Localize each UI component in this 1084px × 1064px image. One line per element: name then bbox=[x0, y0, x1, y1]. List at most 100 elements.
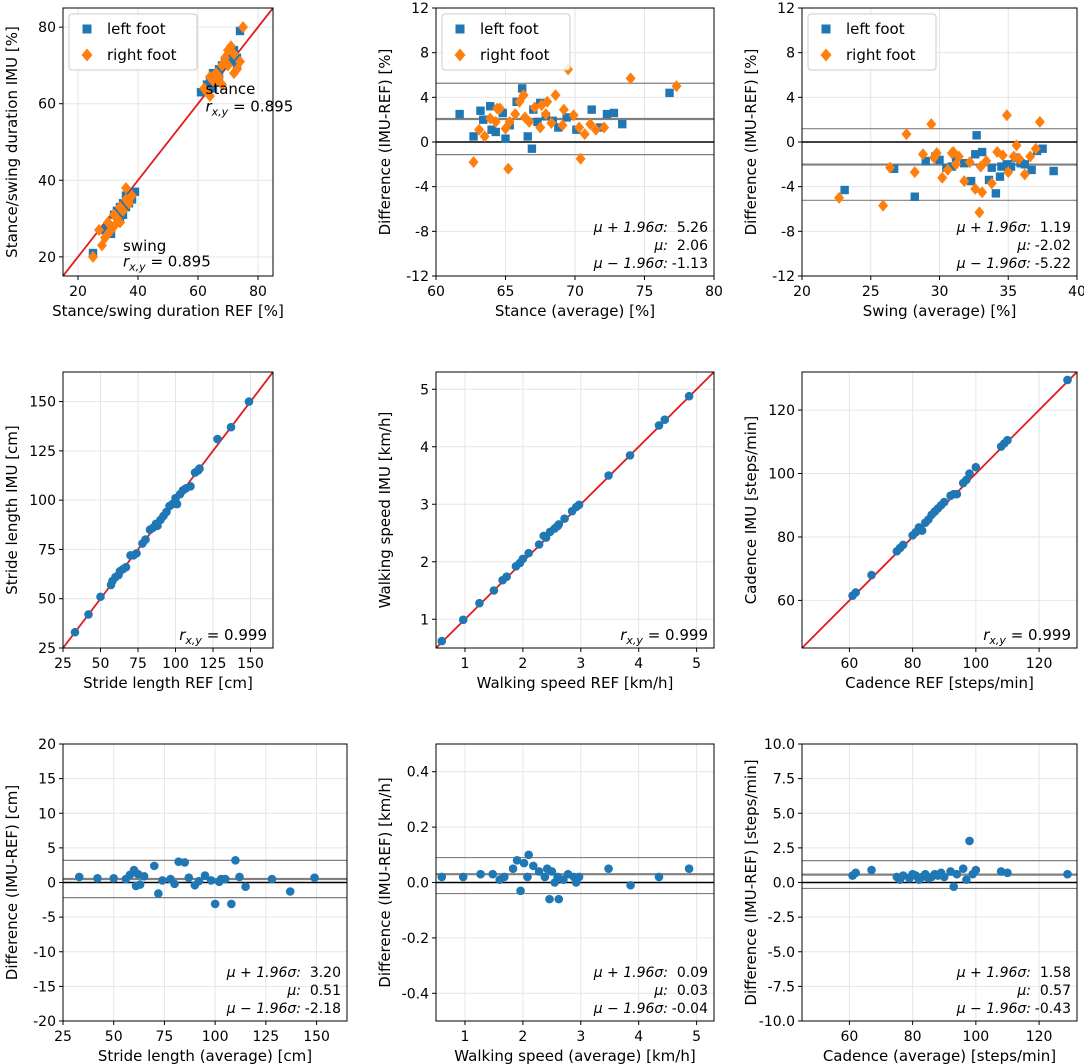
data-point bbox=[553, 521, 562, 531]
x-tick-label: 5 bbox=[692, 1029, 701, 1045]
x-axis-label: Cadence REF [steps/min] bbox=[845, 674, 1034, 692]
y-tick-label: 8 bbox=[786, 46, 795, 62]
data-point bbox=[241, 882, 250, 891]
data-point-diamond bbox=[510, 108, 521, 121]
y-tick-label: 4 bbox=[786, 90, 795, 106]
data-point bbox=[158, 876, 167, 885]
data-point bbox=[227, 899, 236, 909]
data-point-diamond bbox=[981, 154, 992, 167]
y-tick-label: 0.0 bbox=[407, 876, 429, 892]
data-point-diamond bbox=[109, 220, 119, 233]
y-tick-label: -0.4 bbox=[402, 986, 429, 1002]
stat-label: μ + 1.96σ: bbox=[593, 965, 668, 981]
stat-value: -2.18 bbox=[305, 1001, 341, 1017]
x-tick-label: 4 bbox=[634, 1029, 643, 1045]
data-point-diamond bbox=[205, 90, 215, 103]
data-point bbox=[519, 858, 529, 868]
y-tick-label: 75 bbox=[38, 542, 56, 558]
data-point-square bbox=[498, 108, 507, 118]
y-tick-label: 5 bbox=[47, 841, 56, 857]
legend-marker-diamond bbox=[454, 48, 466, 62]
y-axis-label: Difference (IMU-REF) [%] bbox=[376, 49, 394, 236]
data-point-square bbox=[130, 187, 140, 196]
data-point-diamond bbox=[558, 103, 569, 116]
data-point-square bbox=[476, 106, 485, 115]
data-point bbox=[939, 497, 949, 507]
plot-area bbox=[63, 372, 273, 648]
chart-p6: 60 80 100 120 60 80 100 120 Cadence REF [steps/m… bbox=[742, 371, 1078, 692]
x-tick-label: 2 bbox=[518, 656, 527, 672]
data-point-diamond bbox=[550, 89, 561, 102]
data-point-square bbox=[921, 156, 930, 166]
data-point-diamond bbox=[468, 156, 479, 169]
y-tick-label: 0 bbox=[420, 135, 429, 151]
data-point bbox=[84, 610, 93, 619]
chart-p9: 60 80 100 120 -10.0 -7.5 -5.0 -2.5 0.0 2.5 5.0 7.5 1… bbox=[742, 737, 1078, 1064]
data-point bbox=[524, 850, 533, 860]
stat-label: μ: bbox=[1016, 238, 1031, 254]
data-point bbox=[194, 876, 204, 886]
stat-label: μ − 1.96σ: bbox=[956, 256, 1031, 272]
data-point-diamond bbox=[1034, 115, 1045, 128]
data-point-square bbox=[889, 164, 899, 173]
annotation-r: rx,y = 0.895 bbox=[123, 252, 211, 273]
x-tick-label: 125 bbox=[200, 656, 227, 672]
legend: left foot right foot bbox=[807, 13, 937, 71]
stat-value: -0.43 bbox=[1035, 1001, 1071, 1017]
data-point bbox=[180, 858, 190, 867]
axes-frame bbox=[62, 371, 274, 649]
y-axis-label: Stride length IMU [cm] bbox=[3, 425, 21, 595]
data-point bbox=[210, 899, 220, 909]
y-axis-label: Difference (IMU-REF) [steps/min] bbox=[742, 759, 760, 1005]
y-tick-label: 0 bbox=[47, 876, 56, 892]
data-point bbox=[106, 580, 116, 590]
data-point-diamond bbox=[88, 250, 98, 263]
data-point-diamond bbox=[585, 118, 596, 131]
y-tick-label: -15 bbox=[33, 979, 56, 995]
correlation-label: rx,y = 0.999 bbox=[620, 626, 708, 647]
y-tick-label: 125 bbox=[29, 444, 56, 460]
data-point-diamond bbox=[1030, 142, 1041, 155]
data-point-square bbox=[1038, 144, 1047, 153]
data-point-diamond bbox=[977, 186, 988, 199]
x-tick-label: 50 bbox=[105, 1029, 123, 1045]
legend-box bbox=[807, 13, 937, 71]
data-point bbox=[654, 421, 664, 430]
data-point-diamond bbox=[986, 177, 997, 190]
data-point bbox=[285, 887, 295, 896]
data-point bbox=[971, 865, 981, 875]
legend-label: right foot bbox=[480, 46, 550, 64]
data-point bbox=[186, 482, 195, 491]
y-tick-label: 3 bbox=[420, 497, 429, 513]
x-tick-label: 80 bbox=[904, 1029, 922, 1045]
stat-label: μ + 1.96σ: bbox=[956, 965, 1031, 981]
x-tick-label: 40 bbox=[1068, 284, 1084, 300]
x-tick-label: 50 bbox=[92, 656, 110, 672]
legend: left foot right foot bbox=[68, 13, 198, 71]
data-point-diamond bbox=[217, 59, 227, 72]
y-tick-label: 0.4 bbox=[407, 765, 429, 781]
data-point-square bbox=[487, 125, 496, 134]
data-point-diamond bbox=[529, 101, 540, 114]
data-point-diamond bbox=[575, 152, 586, 165]
data-point-diamond bbox=[557, 119, 568, 132]
correlation-label: rx,y = 0.999 bbox=[179, 626, 267, 647]
y-tick-label: -4 bbox=[781, 180, 795, 196]
chart-p1: 20 40 60 80 20 40 60 80 Stance/swing duration RE… bbox=[3, 7, 293, 320]
data-point bbox=[149, 861, 159, 871]
data-point bbox=[965, 836, 974, 846]
chart-p8: 1 2 3 4 5 -0.4 -0.2 0.0 0.2 0.4 Walking speed (ave… bbox=[376, 743, 715, 1064]
x-axis-label: Walking speed (average) [km/h] bbox=[454, 1047, 695, 1064]
data-point-diamond bbox=[1019, 168, 1030, 181]
legend-marker-diamond bbox=[820, 48, 832, 62]
x-tick-label: 1 bbox=[460, 1029, 469, 1045]
data-point bbox=[529, 861, 538, 871]
data-point bbox=[545, 894, 554, 904]
x-axis-label: Cadence (average) [steps/min] bbox=[823, 1047, 1056, 1064]
data-point-square bbox=[587, 105, 596, 114]
x-tick-label: 75 bbox=[156, 1029, 174, 1045]
x-axis-label: Swing (average) [%] bbox=[863, 302, 1017, 320]
data-point bbox=[458, 872, 468, 882]
data-point-diamond bbox=[235, 55, 245, 68]
x-tick-label: 30 bbox=[931, 284, 949, 300]
